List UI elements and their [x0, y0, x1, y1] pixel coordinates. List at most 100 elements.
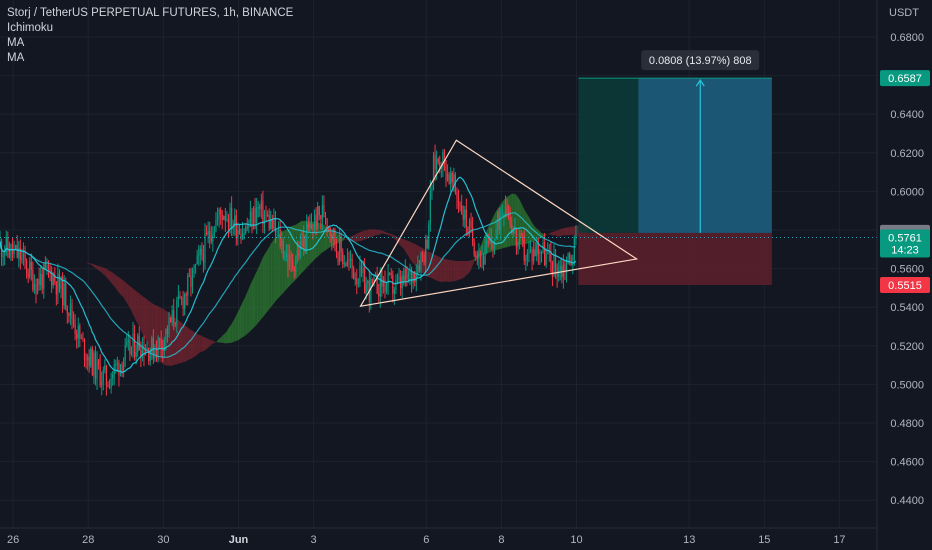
cloud-segment — [217, 338, 220, 343]
candle-body — [486, 240, 488, 245]
candle-body — [389, 272, 391, 274]
candle-body — [374, 274, 377, 276]
cloud-segment — [442, 258, 445, 282]
candle-body — [198, 253, 200, 256]
cloud-segment — [568, 226, 570, 236]
triangle-outline[interactable] — [359, 139, 639, 308]
candle-body — [360, 265, 363, 274]
cloud-segment — [106, 268, 108, 279]
cloud-segment — [236, 311, 238, 342]
candle-body — [476, 255, 478, 260]
indicator-ma-1[interactable]: MA — [7, 37, 25, 49]
cloud-segment — [145, 298, 148, 343]
candle-body — [252, 208, 255, 228]
candle-body — [440, 167, 442, 170]
candle-body — [135, 351, 137, 357]
symbol-title[interactable]: Storj / TetherUS PERPETUAL FUTURES, 1h, … — [7, 7, 294, 19]
cloud-segment — [93, 264, 96, 269]
candle-body — [151, 337, 153, 353]
candle-body — [472, 227, 474, 243]
candle-body — [423, 254, 425, 263]
cloud-segment — [553, 230, 556, 236]
position-label: 0.0808 (13.97%) 808 — [649, 55, 752, 67]
candle-body — [456, 192, 458, 198]
candle-body — [165, 328, 167, 340]
cloud-segment — [372, 229, 375, 237]
candle-body — [276, 230, 278, 233]
price-axis: USDT0.68000.66000.64000.62000.60000.5800… — [876, 0, 930, 550]
candle-body — [133, 333, 136, 357]
candle-body — [110, 378, 112, 388]
cloud-segment — [571, 226, 573, 236]
cloud-segment — [89, 263, 91, 265]
candle-body — [18, 248, 20, 258]
candle-body — [74, 323, 76, 335]
candle-body — [79, 325, 81, 339]
cloud-segment — [206, 338, 209, 349]
price-tick-label: 0.6000 — [890, 186, 924, 198]
triangle-pattern[interactable] — [359, 139, 639, 308]
candle-body — [479, 254, 482, 258]
candle-body — [157, 337, 159, 356]
cloud-segment — [447, 259, 450, 282]
candle-body — [306, 223, 308, 250]
cloud-segment — [251, 278, 254, 330]
candle-body — [69, 303, 72, 316]
cloud-segment — [406, 240, 409, 256]
cloud-segment — [558, 229, 561, 237]
candle-body — [218, 209, 220, 217]
candle-body — [199, 248, 201, 254]
cloud-segment — [147, 299, 149, 347]
time-tick-label: Jun — [229, 534, 249, 546]
candle-body — [94, 352, 97, 379]
cloud-segment — [258, 264, 260, 323]
long-position-tool[interactable] — [578, 78, 772, 286]
candle-body — [30, 261, 32, 270]
candle-body — [432, 155, 435, 190]
candle-body — [528, 252, 530, 254]
indicator-ma-2[interactable]: MA — [7, 52, 25, 64]
candle-body — [215, 220, 217, 232]
price-tick-label: 0.4800 — [890, 418, 924, 430]
candle-body — [417, 266, 419, 275]
cloud-segment — [356, 232, 359, 242]
candle-body — [274, 218, 277, 233]
candle-body — [379, 270, 381, 297]
cloud-segment — [148, 300, 151, 349]
candle-body — [32, 269, 34, 290]
stop-zone[interactable] — [578, 232, 772, 286]
cloud-segment — [557, 229, 559, 237]
moving-average-line-1 — [0, 176, 577, 374]
cloud-segment — [552, 231, 554, 236]
candle-body — [572, 263, 574, 265]
cloud-segment — [569, 226, 572, 236]
cloud-segment — [345, 238, 348, 240]
cloud-segment — [456, 260, 459, 281]
candle-body — [281, 241, 283, 246]
candle-body — [396, 279, 399, 281]
indicator-ichimoku[interactable]: Ichimoku — [7, 22, 54, 34]
candle-body — [68, 313, 70, 316]
cloud-segment — [410, 241, 412, 262]
cloud-segment — [270, 241, 273, 308]
time-tick-label: 30 — [157, 534, 169, 546]
candle-body — [570, 257, 572, 265]
candle-body — [116, 362, 118, 365]
cloud-segment — [414, 243, 417, 267]
current-price-tag-bg — [880, 229, 930, 258]
candle-body — [351, 258, 353, 269]
candle-body — [196, 255, 198, 265]
cloud-segment — [244, 295, 246, 337]
candle-body — [160, 338, 162, 347]
time-tick-label: 8 — [498, 534, 504, 546]
candle-body — [288, 253, 291, 267]
candle-body — [467, 227, 469, 235]
cloud-segment — [234, 315, 237, 342]
cloud-segment — [474, 258, 476, 262]
candle-body — [8, 251, 10, 258]
cloud-segment — [453, 260, 456, 282]
candle-body — [512, 229, 514, 234]
candle-body — [227, 219, 230, 228]
candle-body — [185, 293, 187, 296]
